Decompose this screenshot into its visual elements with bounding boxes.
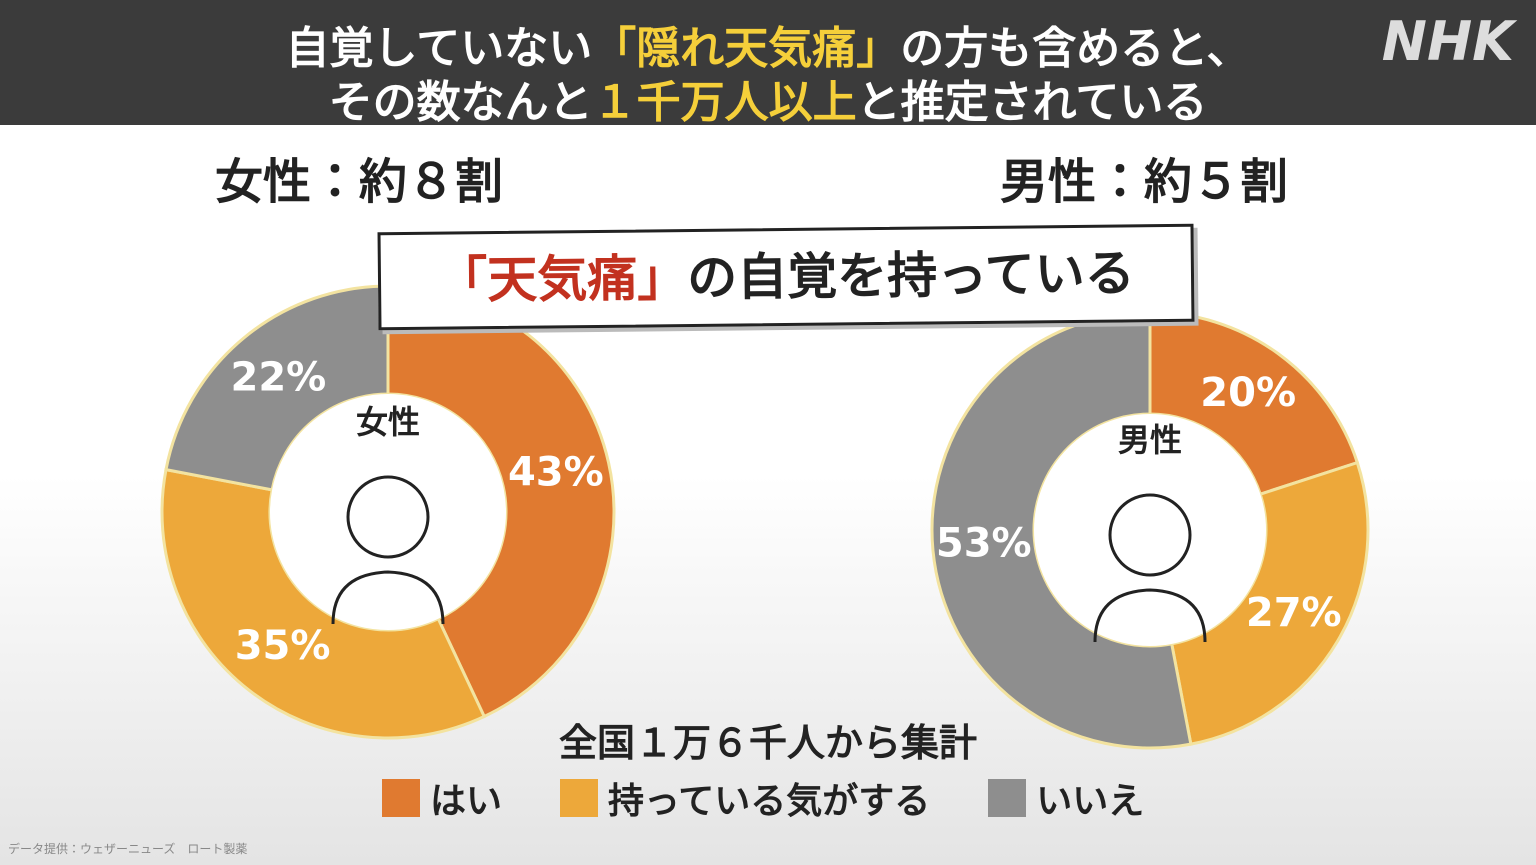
chart-title: 男性：約５割 [1000, 154, 1289, 210]
donut-hole [270, 394, 506, 630]
note: 全国１万６千人から集計 [558, 721, 977, 765]
data-label: 27% [1246, 590, 1342, 636]
center-label: 男性 [1118, 421, 1182, 459]
data-label: 22% [230, 354, 326, 400]
source: データ提供：ウェザーニューズ ロート製薬 [8, 842, 248, 856]
banner-text: の自覚を持っている [686, 244, 1136, 308]
header-text: と推定されている [856, 77, 1208, 128]
legend-swatch [382, 779, 420, 817]
header-line: その数なんと１千万人以上と推定されている [0, 66, 1536, 130]
figure-body [1093, 588, 1207, 643]
legend-swatch [560, 779, 599, 817]
chart-title: 女性：約８割 [215, 154, 504, 210]
donut-hole [1034, 414, 1266, 646]
header: 自覚していない「隠れ天気痛」の方も含めると、 その数なんと１千万人以上と推定され… [0, 0, 1536, 128]
legend-swatch [988, 779, 1027, 817]
header-text: 自覚していない [285, 23, 593, 74]
center-label: 女性 [356, 403, 420, 441]
legend-label: 持っている気がする [608, 781, 931, 822]
legend-label: いいえ [1036, 781, 1145, 822]
data-label: 53% [936, 521, 1032, 567]
data-label: 43% [508, 449, 604, 495]
data-label: 20% [1200, 370, 1296, 416]
legend-item: いいえ [988, 772, 1144, 824]
data-label: 35% [235, 623, 331, 669]
figure-head [1108, 493, 1192, 577]
legend: はい 持っている気がする いいえ [382, 772, 1144, 824]
banner-highlight: 「天気痛」 [436, 249, 688, 310]
logo: NHK [1381, 10, 1514, 73]
banner: 「天気痛」の自覚を持っている [377, 223, 1195, 331]
header-text: の方も含めると、 [900, 23, 1251, 74]
header-highlight: 「隠れ天気痛」 [592, 23, 901, 74]
header-line: 自覚していない「隠れ天気痛」の方も含めると、 [0, 12, 1536, 76]
legend-label: はい [430, 781, 503, 822]
header-text: その数なんと [328, 77, 593, 128]
figure-head [346, 475, 430, 559]
legend-item: はい [382, 772, 502, 824]
header-highlight: １千万人以上 [592, 77, 857, 128]
figure-body [331, 570, 445, 625]
legend-item: 持っている気がする [560, 772, 930, 824]
